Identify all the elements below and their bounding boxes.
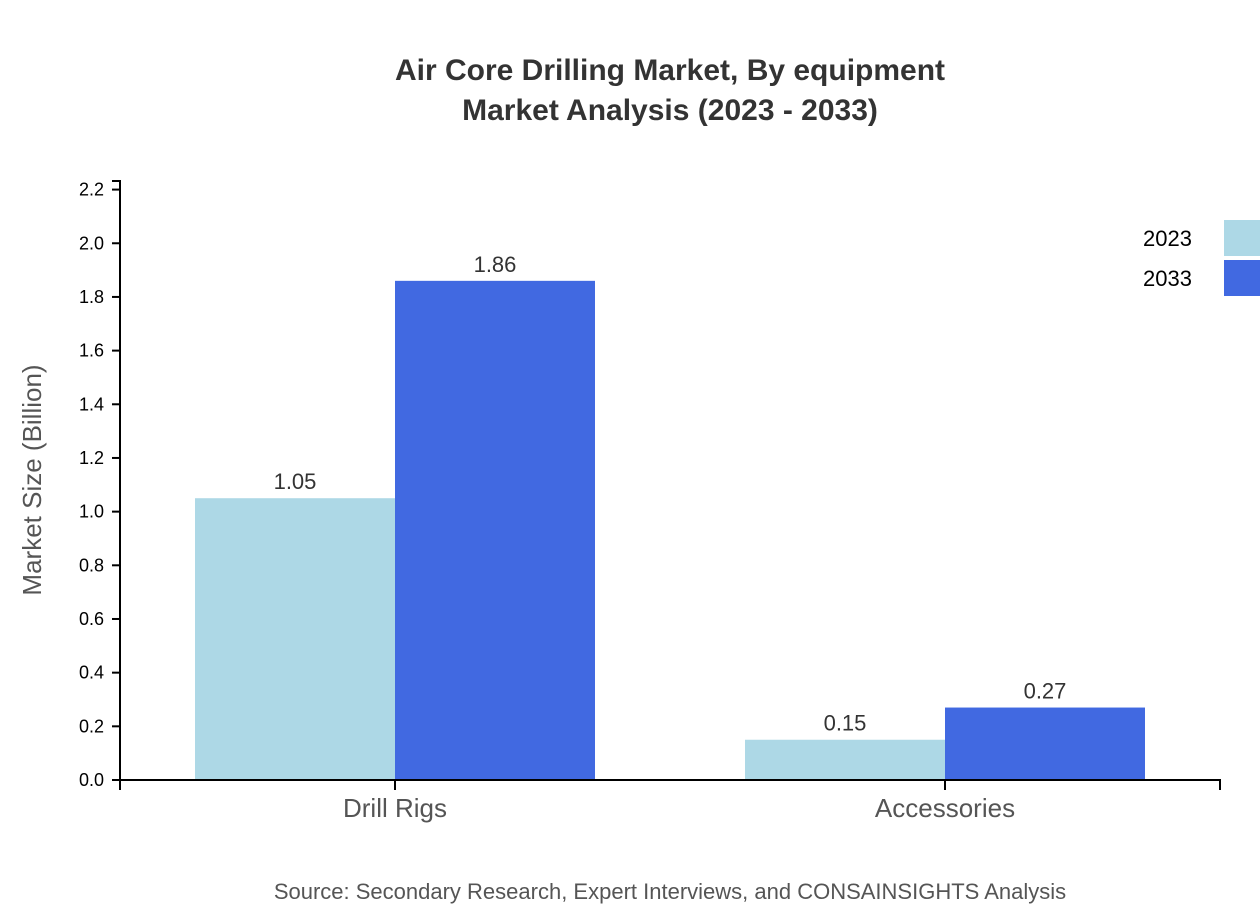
bar-2033-accessories: [945, 707, 1145, 780]
data-label: 1.05: [274, 469, 317, 494]
y-tick-label: 2.0: [79, 233, 104, 253]
y-axis-label: Market Size (Billion): [17, 364, 47, 595]
legend-label: 2033: [1143, 266, 1192, 291]
y-tick-label: 0.4: [79, 663, 104, 683]
x-tick-label: Drill Rigs: [343, 793, 447, 823]
y-tick-label: 0.8: [79, 555, 104, 575]
x-tick-label: Accessories: [875, 793, 1015, 823]
y-tick-label: 0.2: [79, 716, 104, 736]
data-label: 1.86: [474, 252, 517, 277]
data-label: 0.27: [1024, 679, 1067, 704]
y-tick-label: 2.2: [79, 180, 104, 200]
y-tick-label: 0.6: [79, 609, 104, 629]
y-axis: 0.0 0.2 0.4 0.6 0.8 1.0 1.2 1.4 1.6 1.8 2.0 2.2: [79, 180, 121, 790]
y-tick-label: 1.0: [79, 502, 104, 522]
legend-swatch-2033: [1224, 260, 1260, 296]
bar-2023-accessories: [745, 739, 945, 780]
x-axis: Drill Rigs Accessories: [119, 779, 1221, 823]
y-tick-label: 1.4: [79, 394, 104, 414]
chart-subtitle: Market Analysis (2023 - 2033): [462, 94, 878, 127]
bar-2023-drill-rigs: [195, 498, 395, 780]
y-axis-line: [112, 180, 121, 781]
y-tick-label: 1.6: [79, 341, 104, 361]
legend-label: 2023: [1143, 226, 1192, 251]
y-tick-label: 0.0: [79, 770, 104, 790]
legend-swatch-2023: [1224, 220, 1260, 256]
legend: 2023 2033: [1143, 220, 1260, 296]
y-tick-label: 1.8: [79, 287, 104, 307]
x-axis-line: [119, 779, 1221, 790]
y-tick-label: 1.2: [79, 448, 104, 468]
chart-title: Air Core Drilling Market, By equipment: [395, 54, 945, 87]
data-label: 0.15: [824, 711, 867, 736]
bar-2033-drill-rigs: [395, 280, 595, 780]
source-note: Source: Secondary Research, Expert Inter…: [274, 879, 1066, 904]
